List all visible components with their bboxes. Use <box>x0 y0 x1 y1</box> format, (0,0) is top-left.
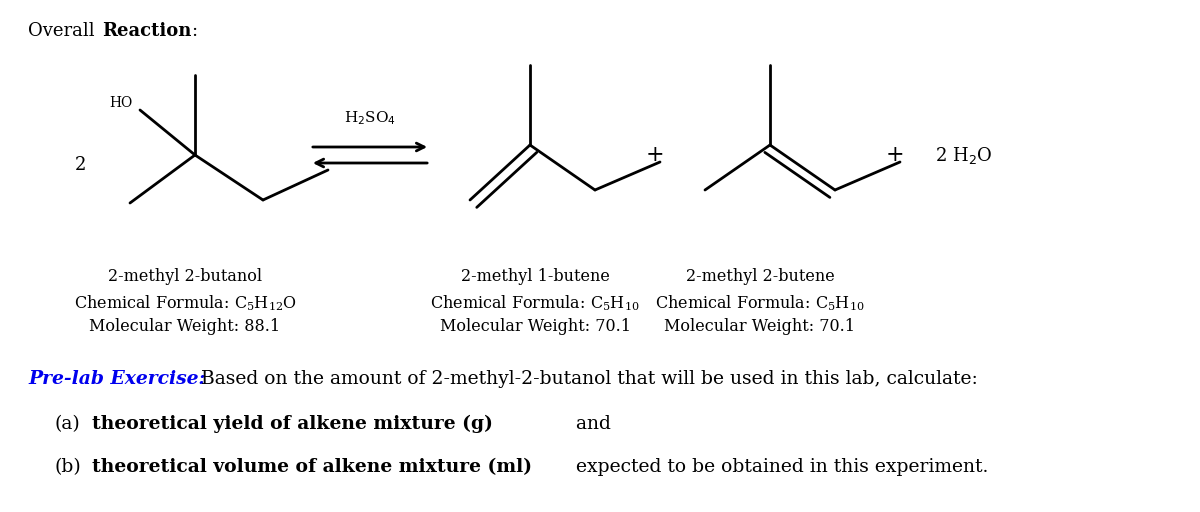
Text: 2-methyl 2-butanol: 2-methyl 2-butanol <box>108 268 262 285</box>
Text: Reaction: Reaction <box>102 22 191 40</box>
Text: HO: HO <box>109 96 133 110</box>
Text: 2 H$_2$O: 2 H$_2$O <box>935 144 992 165</box>
Text: +: + <box>646 144 665 166</box>
Text: :: : <box>191 22 197 40</box>
Text: (a): (a) <box>55 415 80 433</box>
Text: Chemical Formula: $\mathregular{C_5H_{12}O}$: Chemical Formula: $\mathregular{C_5H_{12… <box>73 293 296 313</box>
Text: H$_2$SO$_4$: H$_2$SO$_4$ <box>344 109 396 127</box>
Text: Overall: Overall <box>28 22 101 40</box>
Text: Molecular Weight: 70.1: Molecular Weight: 70.1 <box>665 318 856 335</box>
Text: Molecular Weight: 88.1: Molecular Weight: 88.1 <box>90 318 281 335</box>
Text: 2-methyl 1-butene: 2-methyl 1-butene <box>461 268 610 285</box>
Text: theoretical volume of alkene mixture (ml): theoretical volume of alkene mixture (ml… <box>92 458 532 476</box>
Text: +: + <box>886 144 905 166</box>
Text: theoretical yield of alkene mixture (g): theoretical yield of alkene mixture (g) <box>92 415 493 433</box>
Text: Molecular Weight: 70.1: Molecular Weight: 70.1 <box>439 318 630 335</box>
Text: Chemical Formula: $\mathregular{C_5H_{10}}$: Chemical Formula: $\mathregular{C_5H_{10… <box>431 293 640 313</box>
Text: (b): (b) <box>55 458 82 476</box>
Text: Chemical Formula: $\mathregular{C_5H_{10}}$: Chemical Formula: $\mathregular{C_5H_{10… <box>655 293 865 313</box>
Text: 2-methyl 2-butene: 2-methyl 2-butene <box>685 268 834 285</box>
Text: Pre-lab Exercise:: Pre-lab Exercise: <box>28 370 205 388</box>
Text: and: and <box>570 415 611 433</box>
Text: Based on the amount of 2-methyl-2-butanol that will be used in this lab, calcula: Based on the amount of 2-methyl-2-butano… <box>194 370 978 388</box>
Text: 2: 2 <box>74 156 85 174</box>
Text: expected to be obtained in this experiment.: expected to be obtained in this experime… <box>570 458 989 476</box>
